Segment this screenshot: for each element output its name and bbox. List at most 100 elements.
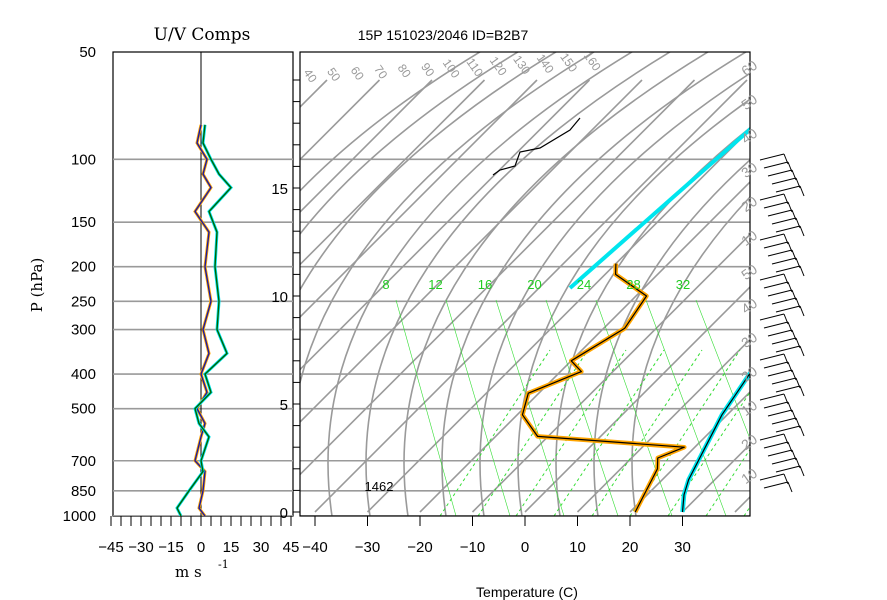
mixing-ratio-line: [395, 299, 457, 516]
wind-barb: [763, 201, 789, 209]
isotherm: [840, 80, 887, 512]
wind-barb: [767, 209, 793, 217]
speed-tick-label: 15: [223, 539, 240, 556]
mixing-ratio-label: 32: [676, 277, 690, 292]
isotherm: [300, 79, 486, 266]
pressure-tick-label: 150: [71, 214, 96, 231]
dry-adiabat: [555, 126, 750, 516]
height-tick-label: 15: [271, 181, 288, 198]
wind-barb-flag: [799, 345, 805, 357]
isotherm: [366, 128, 750, 513]
wind-barb: [775, 385, 801, 393]
wind-barbs: [759, 153, 805, 493]
wind-barb: [771, 217, 797, 225]
pressure-tick-label: 300: [71, 322, 96, 339]
dry-adiabat: [327, 52, 634, 516]
wind-barb: [767, 289, 793, 297]
speed-tick-label: −30: [128, 539, 153, 556]
wind-barb: [767, 169, 793, 177]
mixing-ratio-line: [495, 299, 565, 516]
uv-series-line: [176, 124, 232, 516]
pressure-tick-label: 250: [71, 293, 96, 310]
dewpoint-profile: [521, 263, 685, 513]
uv-xlabel: m s: [175, 563, 202, 581]
mixing-ratio-label: 20: [527, 277, 541, 292]
uv-title: U/V Comps: [154, 25, 251, 45]
temperature-tick-label: 20: [622, 539, 639, 556]
dry-adiabat: [403, 52, 710, 516]
wind-barb: [763, 281, 789, 289]
isotherm: [788, 80, 887, 512]
isotherm: [576, 338, 750, 513]
dry-adiabat: [517, 98, 750, 516]
skewt-background: [300, 52, 750, 516]
chart-title: 15P 151023/2046 ID=B2B7: [358, 27, 529, 43]
temperature-profile: [681, 372, 750, 513]
temperature-tick-label: 30: [674, 539, 691, 556]
isotherm: [300, 79, 433, 214]
wind-barb: [775, 425, 801, 433]
wind-barb: [763, 161, 789, 169]
wind-barb: [771, 417, 797, 425]
wind-barb: [771, 337, 797, 345]
wind-barb: [763, 321, 789, 329]
pressure-tick-label: 50: [79, 44, 96, 61]
dry-adiabat: [300, 52, 482, 192]
temperature-tick-label: −20: [407, 539, 432, 556]
isotherm: [471, 233, 750, 513]
wind-barb-flag: [799, 425, 805, 437]
isotherm: [419, 180, 750, 513]
isotherm: [300, 79, 538, 319]
isotherm: [300, 79, 381, 161]
wind-barb: [771, 257, 797, 265]
temperature-tick-label: −10: [460, 539, 485, 556]
speed-tick-label: 45: [283, 539, 300, 556]
pressure-tick-label: 700: [71, 453, 96, 470]
isotherm: [300, 79, 591, 371]
height-annotation: 1462: [365, 479, 394, 494]
wind-barb: [763, 241, 789, 249]
uv-xlabel-exp: -1: [218, 558, 229, 571]
temperature-tick-label: −30: [355, 539, 380, 556]
wind-barb: [763, 481, 789, 489]
wind-barb: [759, 393, 785, 401]
pressure-tick-label: 100: [71, 151, 96, 168]
wind-barb: [767, 409, 793, 417]
mixing-ratio-label: 24: [577, 277, 591, 292]
isotherm: [300, 79, 696, 476]
pressure-tick-label: 850: [71, 483, 96, 500]
wind-barb: [771, 297, 797, 305]
uv-frame: [112, 51, 294, 517]
pressure-tick-label: 500: [71, 401, 96, 418]
height-tick-label: 5: [280, 397, 288, 414]
mixing-ratio-label: 28: [626, 277, 640, 292]
wind-barb: [759, 273, 785, 281]
moist-adiabat: [743, 506, 750, 516]
dry-adiabat: [300, 52, 596, 387]
wind-barb-flag: [799, 265, 805, 277]
isotherm: [734, 495, 750, 513]
wind-barb: [759, 313, 785, 321]
wind-barb-flag: [799, 225, 805, 237]
wind-barb: [775, 305, 801, 313]
wind-barb: [775, 185, 801, 193]
wind-barb: [759, 153, 785, 161]
wind-barb-flag: [799, 305, 805, 317]
wind-barb: [771, 177, 797, 185]
height-tick-label: 10: [271, 289, 288, 306]
height-tick-label: 0: [280, 505, 288, 522]
mixing-ratio-line: [695, 299, 750, 440]
dry-adiabat: [479, 72, 750, 516]
isotherm: [629, 390, 750, 513]
wind-barb: [763, 441, 789, 449]
mixing-ratio-line: [645, 299, 727, 516]
pressure-tick-label: 400: [71, 366, 96, 383]
wind-barb: [767, 369, 793, 377]
isotherm: [314, 79, 748, 513]
wind-barb: [775, 265, 801, 273]
wind-barb: [759, 193, 785, 201]
uv-panel: U/V Comps P (hPa) 5010015020025030040050…: [28, 25, 300, 581]
skewt-xlabel: Temperature (C): [476, 584, 578, 600]
uv-ylabel: P (hPa): [28, 258, 46, 313]
